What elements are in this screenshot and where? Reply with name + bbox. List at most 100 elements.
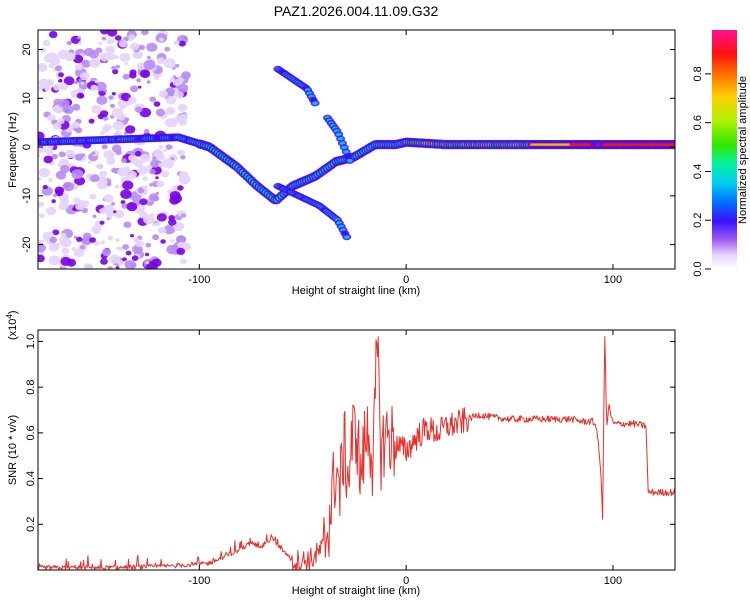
noise-blob xyxy=(40,47,47,53)
noise-blob xyxy=(121,203,129,209)
colorbar: 0.0 0.2 0.4 0.6 0.8 Normalized spectral ampl… xyxy=(692,30,749,277)
noise-blob xyxy=(106,52,116,61)
noise-blob xyxy=(159,37,164,42)
noise-blob xyxy=(139,198,148,206)
noise-blob xyxy=(123,221,132,228)
noise-blob xyxy=(107,235,114,241)
main-tone-peak xyxy=(577,143,581,146)
noise-blob xyxy=(74,153,83,161)
noise-blob xyxy=(124,62,128,65)
noise-blob xyxy=(156,153,166,161)
noise-blob xyxy=(122,73,130,80)
noise-blob xyxy=(166,95,177,105)
noise-blob xyxy=(94,79,100,84)
noise-blob xyxy=(125,125,136,134)
noise-blob xyxy=(120,158,127,164)
main-tone-peak xyxy=(565,143,569,146)
noise-blob xyxy=(106,37,115,45)
main-tone-peak xyxy=(629,143,633,146)
noise-blob xyxy=(111,92,116,96)
noise-blob xyxy=(135,241,140,246)
main-tone-peak xyxy=(635,143,639,146)
noise-blob xyxy=(66,40,72,46)
noise-blob xyxy=(73,248,85,258)
main-tone-peak xyxy=(544,143,548,146)
main-tone-peak xyxy=(561,143,565,146)
noise-blob xyxy=(112,121,125,131)
noise-blob xyxy=(54,186,64,195)
spectrogram-image xyxy=(38,30,675,269)
noise-blob xyxy=(80,81,85,85)
main-tone-peak xyxy=(650,143,654,146)
noise-blob xyxy=(103,194,114,203)
noise-blob xyxy=(38,154,41,158)
noise-blob xyxy=(71,246,76,251)
noise-blob xyxy=(160,239,166,244)
noise-blob xyxy=(163,58,176,69)
snr-panel: -100 0 100 0.2 0.4 0.6 0.8 1.0 (x104) Height of… xyxy=(5,310,676,597)
snr-ylabel: SNR (10 * v/v) xyxy=(7,415,19,485)
noise-blob xyxy=(38,254,45,263)
noise-blob xyxy=(98,41,103,46)
main-tone-peak xyxy=(619,143,623,146)
noise-blob xyxy=(71,121,80,129)
noise-blob xyxy=(155,221,161,227)
noise-blob xyxy=(72,103,81,111)
noise-blob xyxy=(151,258,162,267)
mid_branch-core xyxy=(339,141,346,145)
noise-blob xyxy=(170,239,175,243)
noise-blob xyxy=(137,165,149,175)
noise-blob xyxy=(174,63,180,68)
spectrogram-ytick-label: 20 xyxy=(21,43,33,55)
main-tone-peak xyxy=(613,143,616,146)
noise-blob xyxy=(73,235,78,239)
noise-blob xyxy=(119,52,131,63)
noise-blob xyxy=(176,150,182,155)
noise-blob xyxy=(108,95,114,100)
colorbar-tick-label: 0.4 xyxy=(692,164,704,179)
noise-blob xyxy=(105,46,115,54)
colorbar-label: Normalized spectral amplitude xyxy=(737,76,749,224)
noise-blob xyxy=(141,30,149,36)
noise-blob xyxy=(173,40,180,46)
noise-blob xyxy=(140,69,151,79)
noise-blob xyxy=(135,106,143,113)
main-tone-peak xyxy=(579,143,583,146)
noise-blob xyxy=(157,226,167,234)
main-tone-peak xyxy=(581,143,585,146)
main-tone-peak xyxy=(615,143,618,146)
noise-blob xyxy=(165,107,176,115)
noise-blob xyxy=(119,107,124,111)
noise-blob xyxy=(160,170,170,178)
main-tone-peak xyxy=(658,143,662,146)
noise-blob xyxy=(180,155,186,160)
noise-blob xyxy=(163,149,167,153)
main-tone-peak xyxy=(530,143,534,146)
noise-blob xyxy=(56,242,61,247)
main-tone-peak xyxy=(573,143,577,146)
noise-blob xyxy=(53,193,58,197)
main-tone-peak xyxy=(571,143,575,146)
snr-multiplier: (x104) xyxy=(5,310,19,340)
mid_branch-core xyxy=(345,154,351,159)
noise-blob xyxy=(52,229,60,236)
noise-blob xyxy=(81,153,85,157)
noise-blob xyxy=(75,202,85,211)
spectrogram-frame xyxy=(37,29,676,270)
snr-ytick-label: 0.4 xyxy=(25,471,37,486)
colorbar-tick-label: 0.0 xyxy=(692,261,704,276)
noise-blob xyxy=(79,72,90,81)
spectrogram-ytick-label: -10 xyxy=(21,188,33,204)
noise-blob xyxy=(55,65,63,72)
main-tone-peak xyxy=(662,143,666,146)
noise-blob xyxy=(48,255,61,266)
snr-ytick-label: 0.8 xyxy=(25,379,37,394)
main-tone-peak xyxy=(627,143,631,146)
mid_branch-core xyxy=(337,137,344,141)
main-tone-peak xyxy=(555,143,558,146)
noise-blob xyxy=(80,245,86,250)
main-tone-peak xyxy=(542,143,546,146)
noise-blob xyxy=(149,96,156,102)
noise-blob xyxy=(91,104,102,114)
